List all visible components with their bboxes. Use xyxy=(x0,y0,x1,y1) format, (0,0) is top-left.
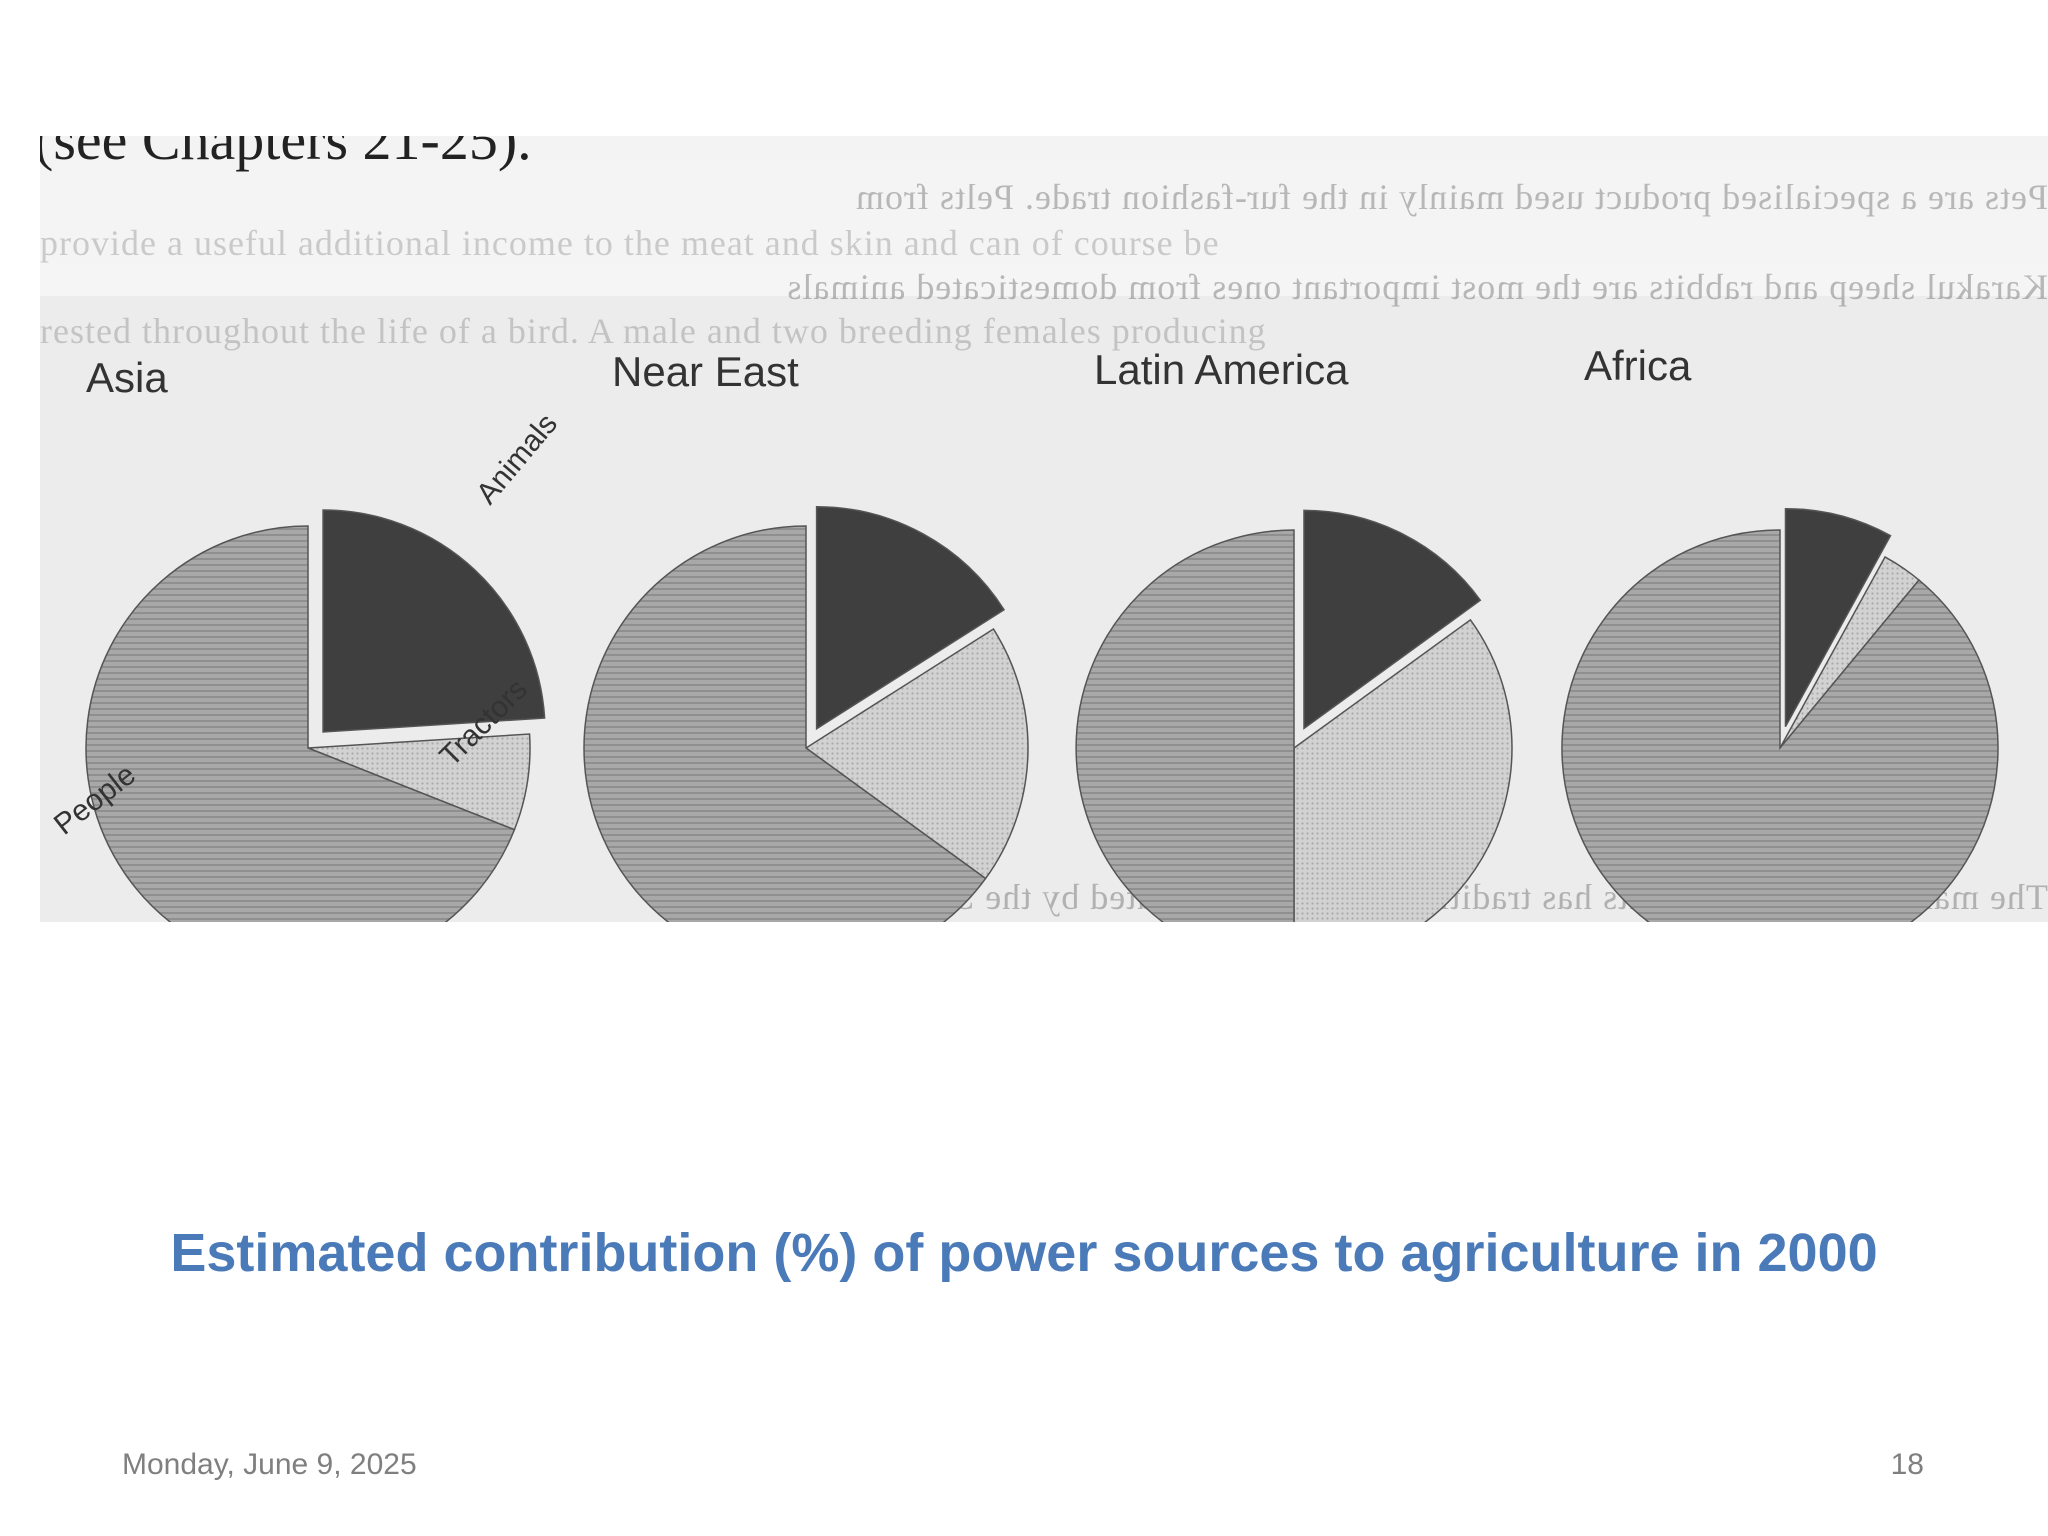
pie-slice-latin-america-people xyxy=(1075,529,1295,922)
pie-slice-latin-america-animals xyxy=(1303,509,1482,730)
page-number: 18 xyxy=(1890,1448,1924,1481)
pie-title: Africa xyxy=(1584,342,1692,389)
pie-slice-asia-animals xyxy=(322,509,546,733)
pie-title: Near East xyxy=(612,348,799,395)
pie-title: Asia xyxy=(86,354,168,401)
bleed-through-texture: rested throughout the life of a bird. A … xyxy=(40,311,1267,351)
pie-charts: Asia Near East Latin America AfricaAnimalsT… xyxy=(48,342,1999,922)
pie-slice-near-east-people xyxy=(583,525,987,922)
chart-caption: Estimated contribution (%) of power sour… xyxy=(170,1223,1878,1283)
pie-slice-latin-america-tractors xyxy=(1293,618,1513,922)
footer-date: Monday, June 9, 2025 xyxy=(122,1448,417,1481)
pie-slice-africa-people xyxy=(1561,529,1999,922)
bleed-through-texture: provide a useful additional income to th… xyxy=(40,223,1220,263)
scan-header-text: (see Chapters 21-25). xyxy=(40,136,532,172)
pie-slice-asia-people xyxy=(85,525,516,922)
scanned-figure: (see Chapters 21-25). Pets are a special… xyxy=(40,136,2048,922)
pie-slice-africa-animals xyxy=(1784,507,1892,728)
pie-title: Latin America xyxy=(1094,346,1349,393)
pie-slice-near-east-tractors xyxy=(804,628,1029,880)
pie-slice-near-east-animals xyxy=(815,505,1006,731)
slice-label-animals: Animals xyxy=(470,408,564,511)
